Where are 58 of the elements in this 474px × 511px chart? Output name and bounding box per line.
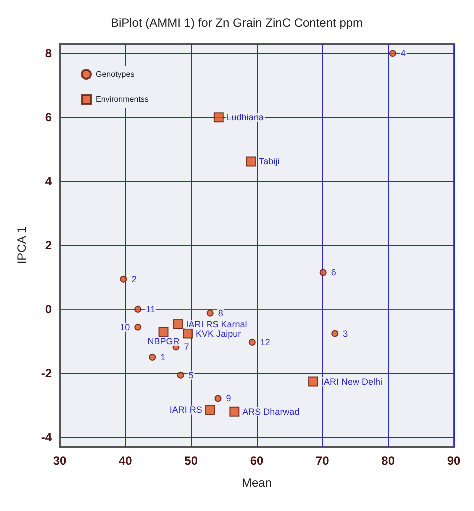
y-tick-label: -4 <box>41 430 52 444</box>
y-tick-label: 6 <box>45 110 52 125</box>
annotation: 9 <box>226 394 232 404</box>
y-tick-label: -2 <box>41 366 52 380</box>
point <box>230 406 240 417</box>
y-tick-label: 4 <box>45 174 52 189</box>
point <box>308 376 318 387</box>
x-tick-label: 60 <box>250 454 264 468</box>
point <box>149 354 156 361</box>
x-tick-label: 50 <box>184 454 198 468</box>
point <box>214 112 224 123</box>
point <box>120 276 128 283</box>
annotation: 11 <box>146 304 156 314</box>
annotation: Tabiji <box>259 156 280 167</box>
legend-label: Genotypes <box>96 70 135 79</box>
point <box>177 372 184 379</box>
x-tick-label: 90 <box>447 454 461 468</box>
point <box>320 269 327 276</box>
annotation: 2 <box>132 274 137 284</box>
annotation: KVK Jaipur <box>196 328 242 339</box>
point <box>206 310 214 317</box>
point <box>389 50 396 58</box>
annotation: 1 <box>160 352 166 362</box>
y-tick-label: 2 <box>45 238 52 252</box>
y-tick-label: 8 <box>45 46 52 61</box>
annotation: 5 <box>188 370 194 380</box>
point <box>183 328 194 339</box>
annotation: 4 <box>400 48 406 59</box>
chart-title: BiPlot (AMMI 1) for Zn Grain ZinC Content ppm <box>110 16 364 30</box>
annotation: 6 <box>331 268 336 278</box>
annotation: ARS Dharwad <box>242 406 300 417</box>
point <box>134 306 142 313</box>
y-axis-title: IPCA 1 <box>15 226 29 264</box>
point <box>332 330 339 338</box>
point <box>134 324 142 331</box>
annotation: 3 <box>343 328 348 339</box>
point <box>248 338 256 346</box>
x-tick-label: 40 <box>118 454 133 468</box>
annotation: NBPGR <box>148 336 180 347</box>
annotation: IARI RS Karnal <box>186 320 248 330</box>
annotation: Ludhiana <box>226 112 264 123</box>
point <box>205 405 216 416</box>
point <box>246 156 256 167</box>
x-tick-label: 70 <box>316 454 330 468</box>
annotation: 7 <box>184 342 190 352</box>
point <box>214 395 222 402</box>
x-axis-title: Mean <box>242 476 272 490</box>
annotation: 10 <box>120 322 130 332</box>
y-tick-label: 0 <box>45 302 52 316</box>
annotation: IARI New Delhi <box>321 376 383 387</box>
point <box>173 320 184 330</box>
legend-label: Environmentss <box>96 95 149 104</box>
x-tick-label: 80 <box>382 454 396 468</box>
annotation: 8 <box>218 308 224 318</box>
point <box>158 327 169 338</box>
annotation: 12 <box>260 337 270 348</box>
annotation: IARI RS <box>170 405 202 416</box>
x-tick-label: 30 <box>53 454 67 468</box>
